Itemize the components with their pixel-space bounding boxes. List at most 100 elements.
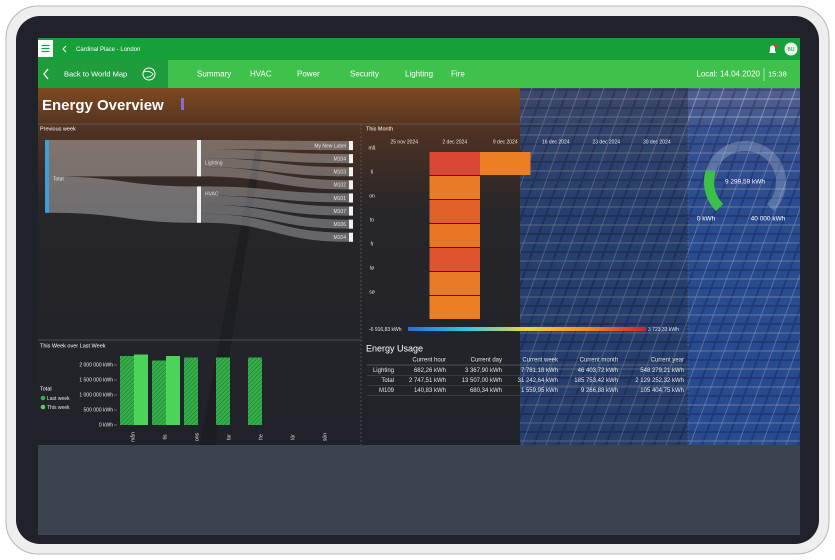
- sankey-node: [197, 140, 201, 177]
- heatmap-y-label: fr: [370, 241, 373, 247]
- menu-icon: [41, 44, 50, 53]
- back-link[interactable]: Back to World Map: [64, 69, 127, 78]
- legend-label: This week: [47, 405, 70, 411]
- sankey-title: Previous week: [40, 126, 76, 132]
- heatmap-x-label: 9 dec 2024: [493, 139, 518, 145]
- bar: [216, 357, 230, 425]
- table-cell: 46 403,72 kWh: [578, 368, 618, 374]
- table-row-label: Lighting: [373, 368, 394, 374]
- heatmap-y-label: sø: [369, 289, 375, 295]
- x-tick-label: tis: [162, 434, 168, 440]
- bar: [248, 357, 262, 425]
- table-cell: 1 559,95 kWh: [521, 388, 558, 394]
- heatmap-x-label: 2 dec 2024: [442, 139, 467, 145]
- sankey-link: [201, 158, 349, 177]
- table-cell: 680,34 kWh: [470, 388, 502, 394]
- y-tick-label: 0 kWh: [99, 422, 113, 428]
- legend-marker: [40, 404, 46, 410]
- bell-icon[interactable]: [769, 45, 776, 54]
- sankey-node: [349, 154, 353, 164]
- sankey-node-label: M103: [333, 170, 346, 176]
- sankey-node-label: M104: [333, 156, 346, 162]
- location: Cardinal Place - London: [76, 47, 140, 53]
- local-date: Local: 14.04.2020: [696, 70, 760, 79]
- sankey-node-label: M106: [333, 222, 346, 228]
- notification-dot: [774, 44, 778, 48]
- color-scale: [408, 327, 646, 331]
- gauge-min-label: 0 kWh: [697, 216, 716, 223]
- sankey-node: [349, 180, 353, 190]
- heatmap-x-label: 16 dec 2024: [542, 139, 570, 145]
- heatmap-cell: [429, 296, 480, 319]
- color-scale-max: 3 723,33 kWh: [648, 327, 679, 333]
- back-arrow: [43, 68, 49, 80]
- sankey-link: [201, 167, 349, 190]
- bar: [184, 357, 198, 425]
- heatmap-title: This Month: [366, 126, 393, 132]
- globe-icon[interactable]: [142, 67, 156, 81]
- sankey-node: [349, 193, 353, 203]
- x-tick-label: ons: [194, 432, 200, 441]
- bar: [152, 360, 166, 425]
- color-scale-min: -6 916,83 kWh: [369, 327, 402, 333]
- table-header: Current week: [522, 358, 559, 364]
- sankey-node-label: HVAC: [205, 192, 219, 198]
- heatmap-y-label: må: [369, 144, 376, 151]
- table-cell: 13 507,00 kWh: [462, 378, 502, 384]
- pylon-silhouette: [200, 150, 262, 445]
- sankey-node: [349, 141, 353, 151]
- gauge-max-label: 40 000 kWh: [751, 216, 786, 223]
- heatmap-y-label: on: [369, 193, 375, 199]
- legend-marker: [40, 395, 46, 401]
- table-cell: 31 242,64 kWh: [518, 378, 558, 384]
- gauge-value-label: 9 299,59 kWh: [725, 179, 765, 186]
- sankey-link: [49, 140, 197, 177]
- table-cell: 9 266,88 kWh: [581, 388, 618, 394]
- x-tick-label: tor: [226, 434, 232, 440]
- bar-chart-title: This Week over Last Week: [40, 343, 106, 349]
- local-time: 15:38: [768, 69, 787, 78]
- sankey-node-label: M107: [333, 209, 346, 215]
- sankey-node: [349, 206, 353, 216]
- table-cell: 105 404,75 kWh: [640, 388, 684, 394]
- heatmap-cell: [429, 152, 480, 175]
- sankey-node: [197, 186, 201, 223]
- table-cell: 3 367,90 kWh: [465, 368, 502, 374]
- y-tick-label: 500 000 kWh: [84, 407, 114, 413]
- table-title: Energy Usage: [366, 343, 423, 353]
- table-row-label: Total: [381, 378, 394, 384]
- table-cell: 548 279,21 kWh: [640, 368, 684, 374]
- table-cell: 2 129 252,32 kWh: [635, 378, 684, 384]
- sankey-node: [45, 140, 49, 213]
- table-cell: 2 747,51 kWh: [409, 378, 446, 384]
- x-tick-label: mån: [129, 432, 136, 442]
- table-header: Current day: [471, 358, 502, 364]
- nav-tab[interactable]: Power: [297, 70, 320, 79]
- heatmap-cell: [429, 272, 480, 295]
- nav-back[interactable]: [38, 60, 168, 88]
- sankey-node-label: M102: [333, 183, 346, 189]
- sankey-link: [201, 149, 349, 164]
- heatmap-y-label: lø: [370, 265, 374, 271]
- avatar[interactable]: [784, 42, 798, 56]
- back-chevron[interactable]: [62, 45, 67, 53]
- sankey-link: [201, 204, 349, 229]
- sankey-node-label: My New Label: [314, 143, 346, 149]
- nav-tab[interactable]: Lighting: [405, 70, 433, 79]
- x-tick-label: fre: [258, 434, 264, 440]
- heatmap-y-label: to: [370, 217, 374, 223]
- sankey-link: [201, 186, 349, 203]
- sankey-link: [201, 213, 349, 242]
- nav-tab[interactable]: HVAC: [250, 70, 272, 79]
- table-cell: 140,83 kWh: [414, 388, 446, 394]
- nav-tab[interactable]: Summary: [197, 70, 231, 79]
- sankey-link: [49, 176, 197, 223]
- table-cell: 682,26 kWh: [414, 368, 446, 374]
- nav-tab[interactable]: Fire: [451, 70, 465, 79]
- y-tick-label: 1 000 000 kWh: [79, 392, 113, 398]
- sankey-node-label: M101: [333, 196, 346, 202]
- heatmap-cell: [429, 200, 480, 223]
- nav-tab[interactable]: Security: [350, 70, 379, 79]
